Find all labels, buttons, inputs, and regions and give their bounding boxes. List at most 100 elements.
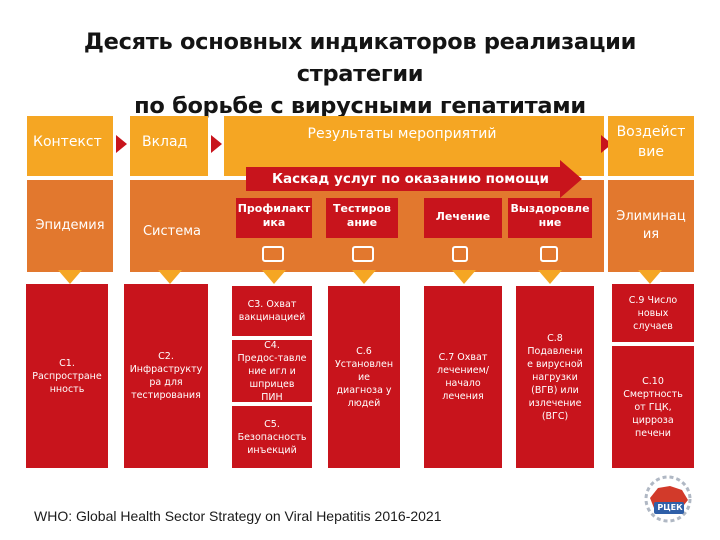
indicator-c2-line: Инфраструкту [129, 364, 203, 375]
down-arrow-icon [262, 270, 286, 284]
input-header-label: Вклад [142, 134, 188, 150]
down-arrow-icon [452, 270, 476, 284]
syringe-icon [262, 246, 284, 262]
down-arrow-icon [638, 270, 662, 284]
results-header-label: Результаты мероприятий [307, 126, 497, 142]
indicator-c9-line: новых [637, 307, 669, 319]
indicator-c6: С.6 Установлен ие диагноза у людей [328, 286, 400, 468]
recovered-person-icon [540, 246, 558, 262]
indicator-c9-line: случаев [633, 320, 673, 332]
indicator-c7: С.7 Охват лечением/начало лечения [424, 286, 502, 468]
indicator-c7-line: начало [445, 378, 481, 389]
indicator-c8: С.8 Подавлени е вирусной нагрузки (ВГВ) или и… [516, 286, 594, 468]
service-recovery: Выздоровле ние [508, 198, 592, 238]
pill-icon [452, 246, 468, 262]
impact-header: Воздейст вие [608, 116, 694, 176]
indicator-c5: С5. Безопасность инъекций [232, 406, 312, 468]
down-arrow-icon [58, 270, 82, 284]
service-testing: Тестиров ание [326, 198, 398, 238]
arrow-right-icon [601, 135, 612, 153]
indicator-c6-line: людей [347, 397, 381, 409]
cascade-arrow-tip-icon [560, 160, 582, 198]
impact-header-line-2: вие [638, 144, 664, 160]
indicator-c4-line: ние игл и [248, 365, 296, 377]
indicator-c7-line: С.7 Охват [438, 352, 488, 363]
title-line-2: по борьбе с вирусными гепатитами [134, 93, 586, 119]
indicator-c1-line: С1. [59, 357, 75, 369]
service-prevention-line-1: Профилакт [237, 202, 311, 215]
service-treatment: Лечение [424, 198, 502, 238]
indicator-c6-line: ие [357, 371, 371, 383]
indicator-c1-line: Распростране [32, 370, 102, 382]
indicator-c8-line: С.8 [547, 332, 563, 344]
indicator-c2-line: тестирования [131, 390, 201, 401]
source-citation: WHO: Global Health Sector Strategy on Vi… [34, 508, 442, 524]
arrow-right-icon [211, 135, 222, 153]
down-arrow-icon [352, 270, 376, 284]
indicator-c4-line: С4. [264, 339, 280, 351]
indicator-c8-line: излечение [528, 397, 582, 409]
indicator-c10-line: Смертность [623, 388, 683, 400]
indicator-c8-line: нагрузки [532, 371, 578, 383]
indicator-c6-line: С.6 [356, 345, 372, 357]
service-testing-line-2: ание [346, 216, 378, 229]
indicator-c2: С2. Инфраструкту ра для тестирования [124, 284, 208, 468]
indicator-c9-line: С.9 Число [628, 294, 678, 306]
indicator-c4-line: Предос-тавле [237, 352, 307, 364]
indicator-c8-line: (ВГС) [541, 410, 569, 422]
indicator-c5-line: инъекций [247, 444, 297, 456]
indicator-c1: С1. Распростране нность [26, 284, 108, 468]
indicator-c3-line: вакцинацией [238, 312, 306, 323]
indicator-c3-line: С3. Охват [247, 299, 297, 310]
indicator-c10-line: от ГЦК, [634, 401, 672, 413]
indicator-c10-line: печени [635, 427, 671, 439]
input-sub-label: Система [142, 224, 202, 239]
care-cascade-arrow: Каскад услуг по оказанию помощи [246, 167, 560, 191]
impact-header-line-1: Воздейст [616, 124, 686, 140]
indicator-c7-line: лечением/ [437, 365, 489, 376]
indicator-c10-line: С.10 [642, 375, 664, 387]
indicator-c4-line: ПИН [261, 391, 283, 403]
indicator-c10: С.10 Смертность от ГЦК, цирроза печени [612, 346, 694, 468]
indicator-c8-line: (ВГВ) или [531, 384, 579, 396]
service-treatment-line-1: Лечение [435, 210, 491, 223]
input-header: Вклад [130, 116, 208, 176]
down-arrow-icon [538, 270, 562, 284]
indicator-c5-line: Безопасность [237, 431, 307, 443]
context-panel: Эпидемия [27, 180, 113, 272]
indicator-c7-line: лечения [442, 391, 484, 402]
down-arrow-icon [158, 270, 182, 284]
indicator-c10-line: цирроза [632, 414, 674, 426]
test-tube-icon [352, 246, 374, 262]
results-header: Результаты мероприятий [224, 116, 604, 176]
care-cascade-label: Каскад услуг по оказанию помощи [272, 171, 549, 187]
arrow-right-icon [116, 135, 127, 153]
service-testing-line-1: Тестиров [333, 202, 391, 215]
service-prevention: Профилакт ика [236, 198, 312, 238]
impact-header-label: Воздейст вие [608, 116, 694, 162]
page-title: Десять основных индикаторов реализации с… [20, 26, 700, 122]
indicator-c5-line: С5. [264, 418, 280, 430]
logo-text: РЦЕК [656, 503, 684, 512]
indicator-c2-line: С2. [158, 351, 174, 362]
context-header: Контекст [27, 116, 113, 176]
indicator-c9: С.9 Число новых случаев [612, 284, 694, 342]
impact-panel: Элиминац ия [608, 180, 694, 272]
organization-logo: РЦЕК [636, 470, 700, 528]
logo-text-value: РЦЕК [657, 503, 683, 512]
impact-sub-line-1: Элиминац [616, 209, 686, 224]
input-panel: Система [130, 180, 224, 272]
indicator-c8-line: е вирусной [527, 358, 583, 370]
service-recovery-line-2: ние [538, 216, 562, 229]
indicator-c1-line: нность [49, 383, 85, 395]
indicator-c8-line: Подавлени [527, 345, 583, 357]
service-prevention-line-2: ика [262, 216, 286, 229]
title-line-1: Десять основных индикаторов реализации с… [83, 29, 637, 87]
indicator-c6-line: диагноза у [336, 384, 392, 396]
indicator-c3: С3. Охват вакцинацией [232, 286, 312, 336]
indicator-c4-line: шприцев [249, 378, 295, 390]
indicator-c4: С4. Предос-тавле ние игл и шприцев ПИН [232, 339, 312, 403]
indicator-c6-line: Установлен [334, 358, 394, 370]
impact-sub-label: Элиминац ия [608, 180, 694, 244]
context-sub-label: Эпидемия [35, 218, 105, 233]
